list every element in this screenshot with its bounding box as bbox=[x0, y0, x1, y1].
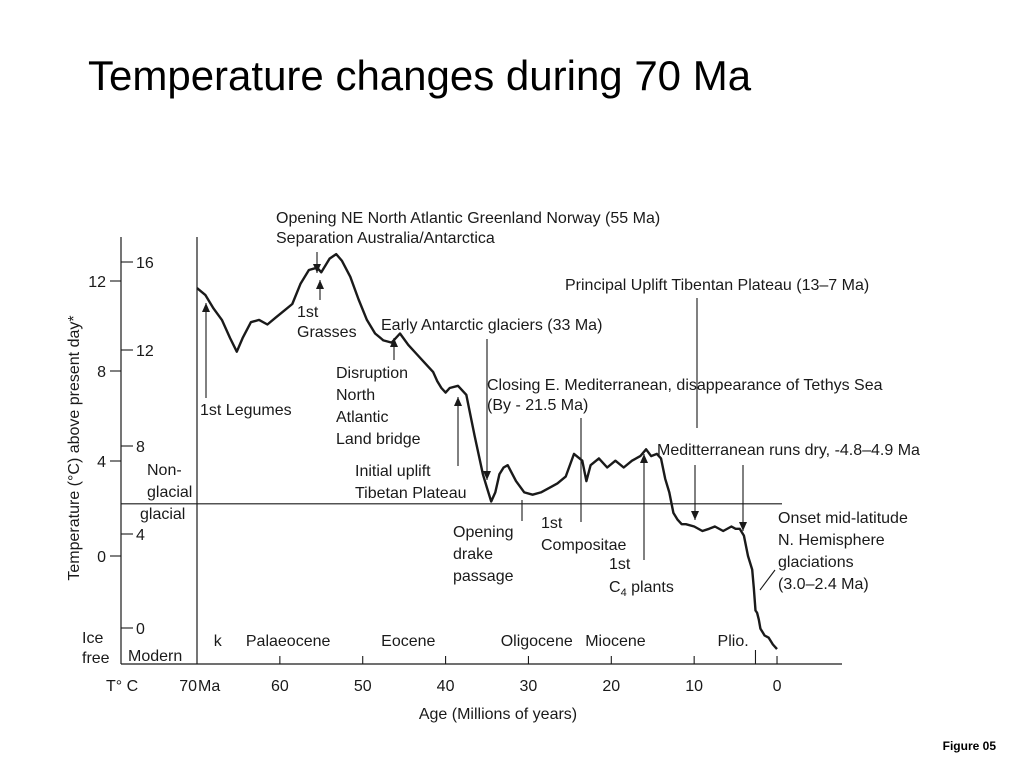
epoch-label-5: Plio. bbox=[718, 633, 749, 650]
x-tick-label-3: 40 bbox=[437, 678, 455, 695]
annotation-closing-mediterranean-line-1: (By - 21.5 Ma) bbox=[487, 397, 588, 414]
left-tick-label-1: 8 bbox=[97, 364, 106, 381]
chart-annotations: Opening NE North Atlantic Greenland Norw… bbox=[200, 210, 920, 599]
nonglacial-label-line-1: glacial bbox=[147, 484, 192, 501]
annotation-mediterranean-runs-dry-line-0: Meditterranean runs dry, -4.8–4.9 Ma bbox=[657, 442, 920, 459]
modern-label: Modern bbox=[128, 648, 182, 665]
arrow-mediterranean-2-head bbox=[739, 522, 747, 531]
annotation-disruption-north-atlantic-line-2: Atlantic bbox=[336, 409, 388, 426]
x-unit-label: Ma bbox=[198, 678, 220, 695]
annotation-first-compositae-line-0: 1st bbox=[541, 515, 563, 532]
arrow-mediterranean-1-head bbox=[691, 511, 699, 520]
annotation-first-compositae-line-1: Compositae bbox=[541, 537, 626, 554]
annotation-initial-uplift-line-0: Initial uplift bbox=[355, 463, 431, 480]
annotation-closing-mediterranean-line-0: Closing E. Mediterranean, disappearance … bbox=[487, 377, 883, 394]
arrow-first-legumes-head bbox=[202, 303, 210, 312]
inner-tick-label-3: 4 bbox=[136, 527, 145, 544]
annotation-first-grasses-line-0: 1st bbox=[297, 304, 319, 321]
annotation-initial-uplift-line-1: Tibetan Plateau bbox=[355, 485, 466, 502]
ice-free-label-line-1: free bbox=[82, 650, 110, 667]
figure-label: Figure 05 bbox=[942, 739, 996, 753]
annotation-disruption-north-atlantic-line-1: North bbox=[336, 387, 375, 404]
left-tick-label-3: 0 bbox=[97, 549, 106, 566]
glacial-label: glacial bbox=[140, 506, 185, 523]
x-tick-label-0: 70 bbox=[179, 678, 197, 695]
x-temp-prefix-label: T° C bbox=[106, 678, 138, 695]
arrow-onset-glaciations bbox=[759, 569, 776, 591]
annotation-onset-glaciations-line-2: glaciations bbox=[778, 554, 854, 571]
annotation-opening-ne-atlantic-line-0: Opening NE North Atlantic Greenland Norw… bbox=[276, 210, 660, 227]
left-tick-label-0: 12 bbox=[88, 274, 106, 291]
annotation-disruption-north-atlantic-line-3: Land bridge bbox=[336, 431, 421, 448]
annotation-onset-glaciations-line-1: N. Hemisphere bbox=[778, 532, 885, 549]
annotation-opening-drake-passage-line-2: passage bbox=[453, 568, 514, 585]
slide-title: Temperature changes during 70 Ma bbox=[88, 52, 752, 99]
x-axis-label: Age (Millions of years) bbox=[419, 706, 577, 723]
y-axis-label: Temperature (°C) above present day* bbox=[66, 315, 83, 580]
annotation-early-antarctic-glaciers-line-0: Early Antarctic glaciers (33 Ma) bbox=[381, 317, 602, 334]
annotation-onset-glaciations-line-3: (3.0–2.4 Ma) bbox=[778, 576, 869, 593]
annotation-first-legumes-line-0: 1st Legumes bbox=[200, 402, 292, 419]
annotation-opening-drake-passage-line-0: Opening bbox=[453, 524, 514, 541]
arrow-disruption-north-atlantic-head bbox=[390, 338, 398, 347]
annotation-disruption-north-atlantic-line-0: Disruption bbox=[336, 365, 408, 382]
annotation-opening-ne-atlantic-line-1: Separation Australia/Antarctica bbox=[276, 230, 495, 247]
x-tick-label-6: 10 bbox=[685, 678, 703, 695]
inner-tick-label-0: 16 bbox=[136, 255, 154, 272]
arrow-first-grasses-head bbox=[316, 280, 324, 289]
epoch-label-4: Miocene bbox=[585, 633, 646, 650]
arrow-first-c4-plants-head bbox=[640, 454, 648, 463]
arrow-opening-ne-atlantic-head bbox=[313, 264, 321, 273]
x-tick-label-7: 0 bbox=[773, 678, 782, 695]
annotation-opening-drake-passage-line-1: drake bbox=[453, 546, 493, 563]
left-tick-label-2: 4 bbox=[97, 454, 106, 471]
epoch-label-0: k bbox=[214, 633, 223, 650]
annotation-principal-uplift-line-0: Principal Uplift Tibentan Plateau (13–7 … bbox=[565, 277, 869, 294]
arrow-early-antarctic-glaciers-head bbox=[483, 471, 491, 480]
annotation-first-c4-plants-line-0: 1st bbox=[609, 556, 631, 573]
annotation-first-c4-plants-line-1: C4 plants bbox=[609, 579, 674, 599]
annotation-first-grasses-line-1: Grasses bbox=[297, 324, 357, 341]
epoch-label-3: Oligocene bbox=[501, 633, 573, 650]
x-tick-label-5: 20 bbox=[602, 678, 620, 695]
annotation-onset-glaciations-line-0: Onset mid-latitude bbox=[778, 510, 908, 527]
epoch-label-1: Palaeocene bbox=[246, 633, 331, 650]
x-tick-label-2: 50 bbox=[354, 678, 372, 695]
x-tick-label-4: 30 bbox=[520, 678, 538, 695]
epoch-label-2: Eocene bbox=[381, 633, 435, 650]
x-tick-label-1: 60 bbox=[271, 678, 289, 695]
nonglacial-label-line-0: Non- bbox=[147, 462, 182, 479]
inner-tick-label-1: 12 bbox=[136, 343, 154, 360]
ice-free-label-line-0: Ice bbox=[82, 630, 103, 647]
arrow-initial-uplift-head bbox=[454, 397, 462, 406]
inner-tick-label-4: 0 bbox=[136, 621, 145, 638]
inner-tick-label-2: 8 bbox=[136, 439, 145, 456]
